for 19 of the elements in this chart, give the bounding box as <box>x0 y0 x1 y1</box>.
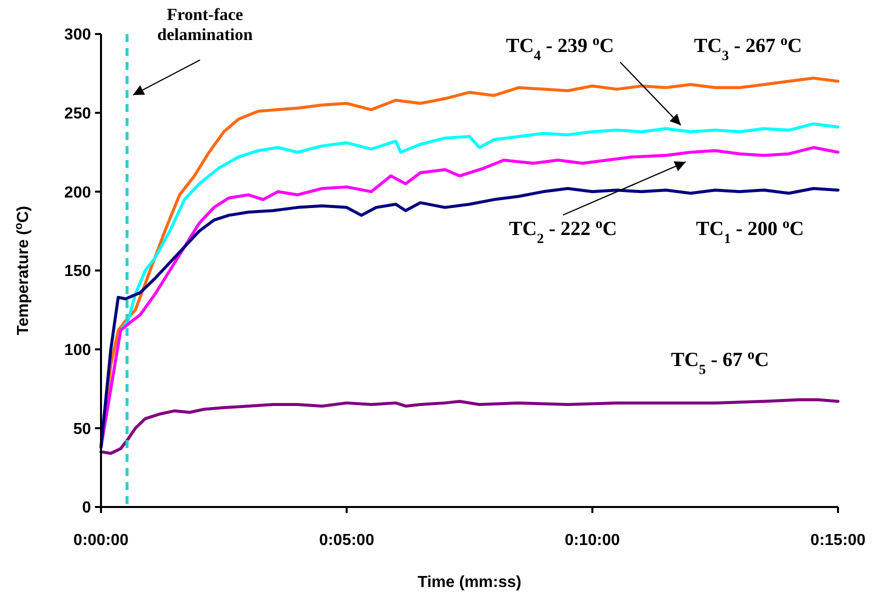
y-tick-label: 100 <box>64 342 92 359</box>
line-series <box>100 398 840 455</box>
annotation: TC$_{3}$ - 267 $^{o}$C <box>694 34 802 64</box>
annotation: TC$_{1}$ - 200 $^{o}$C <box>696 216 804 246</box>
y-tick-label: 150 <box>64 263 92 280</box>
y-tick-label: 250 <box>64 105 92 122</box>
annotation: TC$_{4}$ - 239 $^{o}$C <box>506 34 614 64</box>
y-tick-label: 200 <box>64 184 92 202</box>
x-tick-label: 0:00:00 <box>73 532 129 549</box>
ref-line-label: Front-face delamination <box>157 5 254 44</box>
annotation: TC$_{5}$ - 67 $^{o}$C <box>671 348 769 378</box>
y-tick-label: 0 <box>82 500 92 517</box>
x-tick-label: 0:15:00 <box>810 532 866 549</box>
x-axis-title: Time (mm:ss) <box>418 574 522 591</box>
y-tick-label: 50 <box>73 420 92 438</box>
y-tick-label: 300 <box>64 26 92 44</box>
x-tick-label: 0:05:00 <box>319 532 374 549</box>
annotation: TC$_{2}$ - 222 $^{o}$C <box>509 216 617 246</box>
x-tick-label: 0:10:00 <box>564 532 620 549</box>
